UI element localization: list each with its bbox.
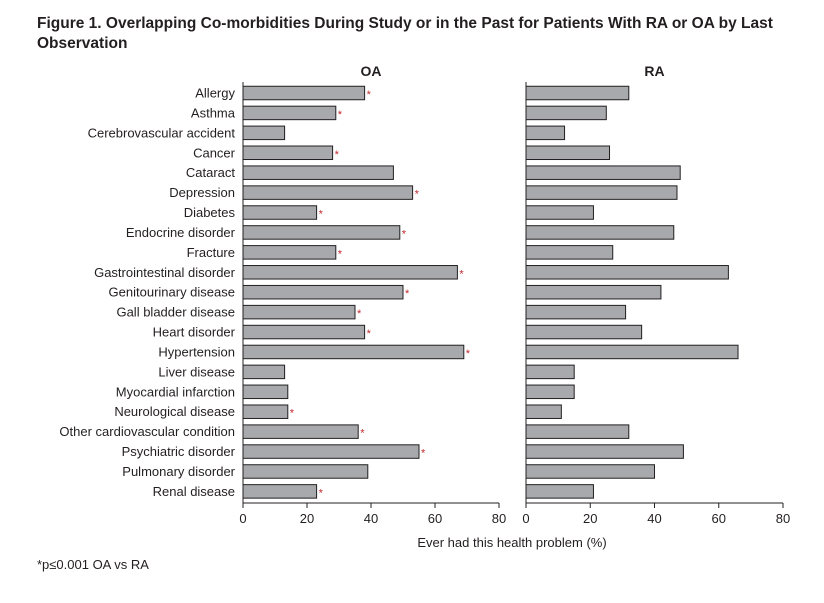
- significance-star-11: *: [357, 308, 362, 320]
- category-label-16: Neurological disease: [114, 404, 235, 419]
- x-tick-label-oa-1: 20: [300, 511, 314, 526]
- bar-ra-11: [525, 304, 627, 320]
- bar-ra-18: [525, 444, 684, 459]
- bar-ra-16: [525, 404, 562, 419]
- significance-star-1: *: [338, 109, 343, 121]
- category-label-3: Cancer: [193, 145, 236, 160]
- category-label-20: Renal disease: [153, 484, 235, 499]
- significance-star-8: *: [338, 248, 343, 260]
- category-label-0: Allergy: [195, 86, 235, 101]
- category-label-6: Diabetes: [184, 205, 236, 220]
- significance-star-10: *: [405, 288, 410, 300]
- bar-oa-11: [242, 304, 356, 320]
- significance-star-17: *: [360, 428, 365, 440]
- category-label-17: Other cardiovascular condition: [59, 424, 235, 439]
- significance-star-20: *: [319, 487, 324, 499]
- significance-star-5: *: [415, 189, 420, 201]
- bar-oa-9: [242, 265, 458, 280]
- bar-oa-3: [242, 145, 334, 161]
- bar-oa-15: [242, 384, 289, 400]
- category-label-7: Endocrine disorder: [126, 225, 236, 240]
- bar-oa-13: [242, 344, 465, 360]
- bar-oa-7: [242, 225, 401, 240]
- x-tick-label-oa-3: 60: [428, 511, 442, 526]
- category-label-13: Hypertension: [158, 344, 235, 359]
- category-label-14: Liver disease: [158, 364, 235, 379]
- bar-ra-12: [525, 324, 643, 340]
- significance-star-7: *: [402, 228, 407, 240]
- bar-ra-6: [525, 205, 594, 220]
- bar-oa-5: [242, 185, 414, 200]
- panel-title-ra: RA: [644, 63, 664, 79]
- bar-ra-1: [525, 105, 607, 121]
- category-label-15: Myocardial infarction: [116, 384, 235, 399]
- x-tick-label-ra-2: 40: [647, 511, 661, 526]
- bar-oa-12: [242, 324, 366, 340]
- bar-ra-2: [525, 125, 566, 141]
- x-tick-label-oa-2: 40: [364, 511, 378, 526]
- bar-oa-16: [242, 404, 289, 419]
- x-tick-label-ra-1: 20: [583, 511, 597, 526]
- significance-star-6: *: [319, 209, 324, 221]
- bar-ra-7: [525, 225, 675, 240]
- x-tick-label-ra-3: 60: [712, 511, 726, 526]
- x-tick-label-ra-0: 0: [522, 511, 529, 526]
- bar-oa-4: [242, 165, 394, 180]
- category-label-9: Gastrointestinal disorder: [94, 265, 236, 280]
- significance-star-16: *: [290, 408, 295, 420]
- significance-star-0: *: [367, 89, 372, 101]
- bar-ra-14: [525, 364, 575, 380]
- category-label-8: Fracture: [187, 245, 235, 260]
- significance-star-13: *: [466, 348, 471, 360]
- significance-star-12: *: [367, 328, 372, 340]
- significance-star-9: *: [459, 268, 464, 280]
- bar-ra-9: [525, 265, 729, 280]
- bar-ra-10: [525, 284, 662, 300]
- category-label-19: Pulmonary disorder: [122, 464, 235, 479]
- x-tick-label-oa-4: 80: [492, 511, 506, 526]
- x-tick-label-ra-4: 80: [776, 511, 790, 526]
- category-label-1: Asthma: [191, 105, 236, 120]
- panel-title-oa: OA: [361, 63, 382, 79]
- bar-oa-2: [242, 125, 286, 141]
- bar-ra-5: [525, 185, 678, 200]
- x-tick-label-oa-0: 0: [239, 511, 246, 526]
- bar-ra-13: [525, 344, 739, 360]
- category-label-11: Gall bladder disease: [116, 305, 235, 320]
- category-label-12: Heart disorder: [153, 325, 236, 340]
- category-label-10: Genitourinary disease: [109, 285, 235, 300]
- bar-oa-20: [242, 484, 318, 499]
- bar-oa-1: [242, 105, 337, 121]
- category-label-5: Depression: [169, 185, 235, 200]
- bar-oa-18: [242, 444, 420, 459]
- bar-oa-10: [242, 284, 404, 300]
- figure-title: Figure 1. Overlapping Co-morbidities Dur…: [37, 15, 773, 52]
- bar-ra-17: [525, 424, 630, 439]
- significance-star-3: *: [335, 149, 340, 161]
- bar-oa-17: [242, 424, 359, 439]
- footnote: *p≤0.001 OA vs RA: [37, 557, 149, 572]
- bar-oa-19: [242, 464, 369, 479]
- bar-ra-0: [525, 85, 630, 101]
- bar-oa-6: [242, 205, 318, 220]
- category-label-4: Cataract: [186, 165, 236, 180]
- x-axis-label: Ever had this health problem (%): [417, 535, 606, 550]
- bar-ra-4: [525, 165, 681, 180]
- bar-oa-8: [242, 245, 337, 260]
- bar-ra-8: [525, 245, 614, 260]
- bar-ra-20: [525, 484, 594, 499]
- bar-oa-14: [242, 364, 286, 380]
- bar-oa-0: [242, 85, 366, 101]
- category-label-2: Cerebrovascular accident: [88, 125, 236, 140]
- significance-star-18: *: [421, 448, 426, 460]
- bar-ra-3: [525, 145, 611, 161]
- category-label-18: Psychiatric disorder: [122, 444, 236, 459]
- bar-ra-15: [525, 384, 575, 400]
- bar-ra-19: [525, 464, 655, 479]
